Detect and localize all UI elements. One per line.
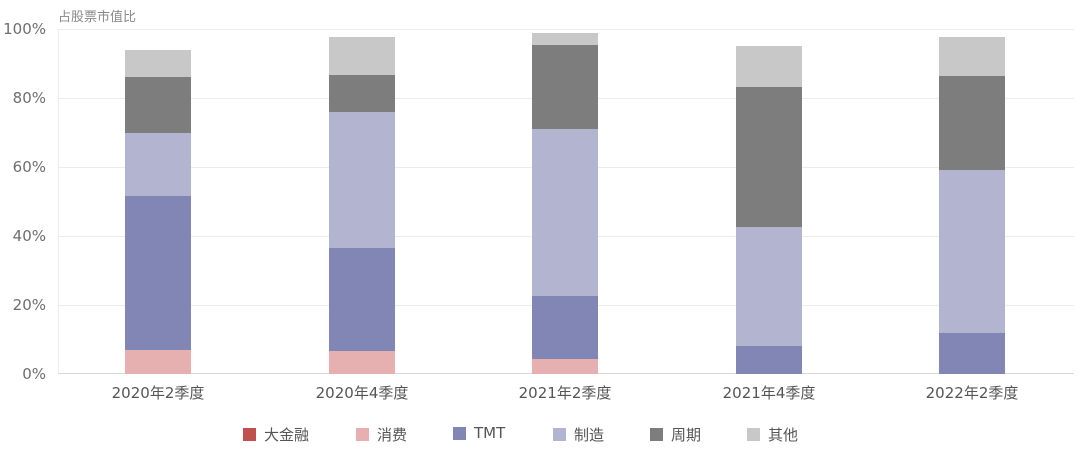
legend-item[interactable]: 大金融 <box>243 424 309 445</box>
y-tick-label: 60% <box>12 158 46 176</box>
legend-label: 制造 <box>574 426 605 444</box>
bar-segment[interactable] <box>939 36 1005 76</box>
legend-label: 周期 <box>671 426 702 444</box>
bar-segment[interactable] <box>125 49 191 78</box>
legend-swatch-icon <box>747 428 760 441</box>
stacked-bar[interactable] <box>532 29 598 374</box>
bar-segment[interactable] <box>329 111 395 249</box>
bar-segment[interactable] <box>125 132 191 197</box>
x-tick-label: 2022年2季度 <box>925 384 1019 402</box>
bar-segment[interactable] <box>532 44 598 130</box>
legend: 大金融 消费 TMT 制造 周期 其他 <box>0 424 1080 444</box>
bar-segment[interactable] <box>329 248 395 351</box>
bar-segment[interactable] <box>329 36 395 75</box>
bar-segment[interactable] <box>125 196 191 350</box>
legend-label: 其他 <box>768 426 799 444</box>
plot-area <box>58 29 1074 374</box>
bar-segment[interactable] <box>532 33 598 45</box>
bar-segment[interactable] <box>125 77 191 133</box>
y-tick-label: 20% <box>12 296 46 314</box>
stacked-bar[interactable] <box>939 29 1005 374</box>
legend-label: 大金融 <box>264 426 310 444</box>
legend-swatch-icon <box>243 428 256 441</box>
legend-swatch-icon <box>453 426 466 440</box>
legend-item[interactable]: 其他 <box>747 424 798 445</box>
legend-item[interactable]: 制造 <box>553 424 604 445</box>
legend-item[interactable]: TMT <box>453 424 505 442</box>
stacked-bar[interactable] <box>125 29 191 374</box>
bar-segment[interactable] <box>736 227 802 347</box>
bar-segment[interactable] <box>736 45 802 87</box>
x-tick-label: 2021年4季度 <box>722 384 816 402</box>
bar-segment[interactable] <box>736 346 802 374</box>
bar-segment[interactable] <box>939 75 1005 171</box>
gridline <box>58 29 1074 30</box>
legend-swatch-icon <box>553 428 566 441</box>
bar-segment[interactable] <box>125 349 191 374</box>
y-axis-title: 占股票市值比 <box>58 10 137 25</box>
x-tick-label: 2021年2季度 <box>518 384 612 402</box>
y-tick-label: 40% <box>12 227 46 245</box>
y-axis-line <box>58 29 59 374</box>
bar-segment[interactable] <box>939 170 1005 333</box>
legend-swatch-icon <box>356 428 369 441</box>
bar-segment[interactable] <box>329 74 395 112</box>
bar-segment[interactable] <box>532 296 598 360</box>
legend-label: 消费 <box>377 426 408 444</box>
stacked-bar[interactable] <box>736 29 802 374</box>
x-tick-label: 2020年2季度 <box>111 384 205 402</box>
bar-segment[interactable] <box>329 350 395 374</box>
y-tick-label: 0% <box>22 365 46 383</box>
stacked-bar[interactable] <box>329 29 395 374</box>
legend-item[interactable]: 周期 <box>650 424 701 445</box>
y-tick-label: 80% <box>12 89 46 107</box>
legend-item[interactable]: 消费 <box>356 424 407 445</box>
bar-segment[interactable] <box>736 86 802 228</box>
legend-label: TMT <box>474 424 506 442</box>
bar-segment[interactable] <box>532 129 598 297</box>
bar-segment[interactable] <box>939 332 1005 374</box>
legend-swatch-icon <box>650 428 663 441</box>
y-tick-label: 100% <box>3 20 46 38</box>
bar-segment[interactable] <box>532 359 598 374</box>
x-tick-label: 2020年4季度 <box>315 384 409 402</box>
